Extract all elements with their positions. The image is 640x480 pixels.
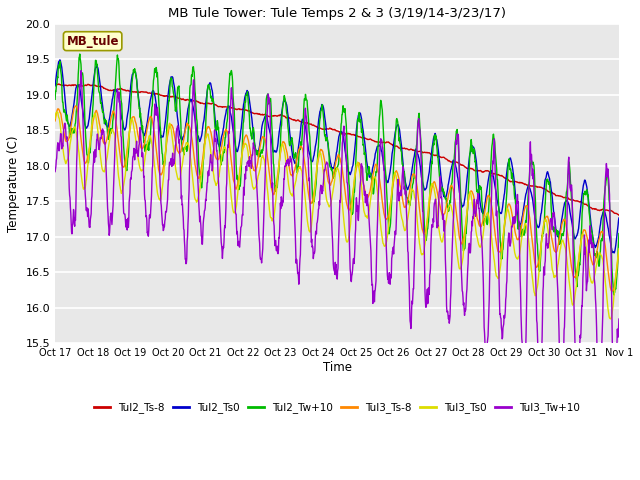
Tul2_Tw+10 (240, 115, 248, 120)
Tul2_Ts-8 (425, 150, 433, 156)
Tul2_Tw+10 (177, 122, 185, 128)
Tul3_Ts-8 (72, 103, 80, 108)
Tul3_Tw+10 (177, 179, 185, 184)
Tul3_Ts0 (53, 109, 61, 115)
Tul3_Ts0 (425, 200, 433, 205)
Tul3_Ts-8 (548, 238, 556, 244)
Y-axis label: Temperature (C): Temperature (C) (7, 135, 20, 232)
Tul3_Ts-8 (499, 238, 506, 243)
Tul2_Ts0 (615, 215, 623, 221)
Tul3_Ts0 (177, 170, 185, 176)
Tul2_Tw+10 (499, 247, 506, 253)
Tul3_Tw+10 (615, 316, 623, 322)
Line: Tul3_Ts-8: Tul3_Ts-8 (55, 106, 619, 291)
Tul3_Tw+10 (240, 192, 248, 198)
Tul3_Tw+10 (163, 200, 171, 205)
Tul2_Ts-8 (163, 93, 171, 99)
Tul2_Ts-8 (55, 81, 63, 87)
Title: MB Tule Tower: Tule Temps 2 & 3 (3/19/14-3/23/17): MB Tule Tower: Tule Temps 2 & 3 (3/19/14… (168, 7, 506, 20)
Tul3_Tw+10 (51, 169, 59, 175)
Tul2_Ts0 (611, 250, 618, 256)
Tul2_Ts0 (425, 171, 433, 177)
Tul3_Ts-8 (177, 149, 185, 155)
Tul3_Ts-8 (425, 205, 433, 211)
Line: Tul2_Ts0: Tul2_Ts0 (55, 60, 619, 253)
Tul3_Tw+10 (499, 325, 507, 331)
Tul2_Tw+10 (615, 231, 623, 237)
Tul2_Ts0 (56, 57, 63, 63)
Tul3_Ts0 (615, 246, 623, 252)
Tul2_Ts0 (51, 83, 59, 89)
Tul3_Ts-8 (163, 136, 171, 142)
Line: Tul3_Ts0: Tul3_Ts0 (55, 112, 619, 319)
Tul3_Ts0 (51, 116, 59, 121)
Tul3_Ts0 (163, 132, 171, 138)
Tul3_Ts-8 (615, 249, 623, 255)
Tul2_Tw+10 (610, 292, 618, 298)
Tul2_Ts0 (177, 135, 185, 141)
Tul2_Tw+10 (548, 221, 556, 227)
Tul3_Ts0 (240, 144, 248, 150)
Line: Tul2_Tw+10: Tul2_Tw+10 (55, 54, 619, 295)
Tul3_Tw+10 (77, 68, 85, 73)
Tul2_Tw+10 (163, 120, 171, 125)
Line: Tul2_Ts-8: Tul2_Ts-8 (55, 84, 619, 215)
Tul3_Tw+10 (481, 348, 489, 353)
Tul2_Ts-8 (499, 173, 506, 179)
Tul2_Ts0 (548, 195, 556, 201)
Tul2_Ts-8 (51, 81, 59, 87)
Tul2_Ts-8 (240, 107, 248, 112)
X-axis label: Time: Time (323, 361, 351, 374)
Tul2_Ts-8 (615, 212, 623, 218)
Tul2_Ts0 (499, 204, 506, 210)
Line: Tul3_Tw+10: Tul3_Tw+10 (55, 71, 619, 350)
Tul3_Ts0 (607, 316, 614, 322)
Tul2_Tw+10 (76, 51, 84, 57)
Legend: Tul2_Ts-8, Tul2_Ts0, Tul2_Tw+10, Tul3_Ts-8, Tul3_Ts0, Tul3_Tw+10: Tul2_Ts-8, Tul2_Ts0, Tul2_Tw+10, Tul3_Ts… (90, 398, 584, 417)
Tul3_Ts0 (548, 267, 556, 273)
Tul3_Ts-8 (608, 288, 616, 294)
Tul3_Tw+10 (549, 214, 557, 220)
Tul2_Ts-8 (177, 96, 185, 102)
Tul2_Ts0 (240, 100, 248, 106)
Tul2_Ts0 (163, 102, 171, 108)
Text: MB_tule: MB_tule (67, 35, 119, 48)
Tul2_Tw+10 (425, 210, 433, 216)
Tul3_Ts0 (499, 242, 506, 248)
Tul3_Ts-8 (240, 137, 248, 143)
Tul3_Tw+10 (425, 292, 433, 298)
Tul3_Ts-8 (51, 118, 59, 124)
Tul2_Ts-8 (548, 190, 556, 195)
Tul2_Tw+10 (51, 96, 59, 102)
